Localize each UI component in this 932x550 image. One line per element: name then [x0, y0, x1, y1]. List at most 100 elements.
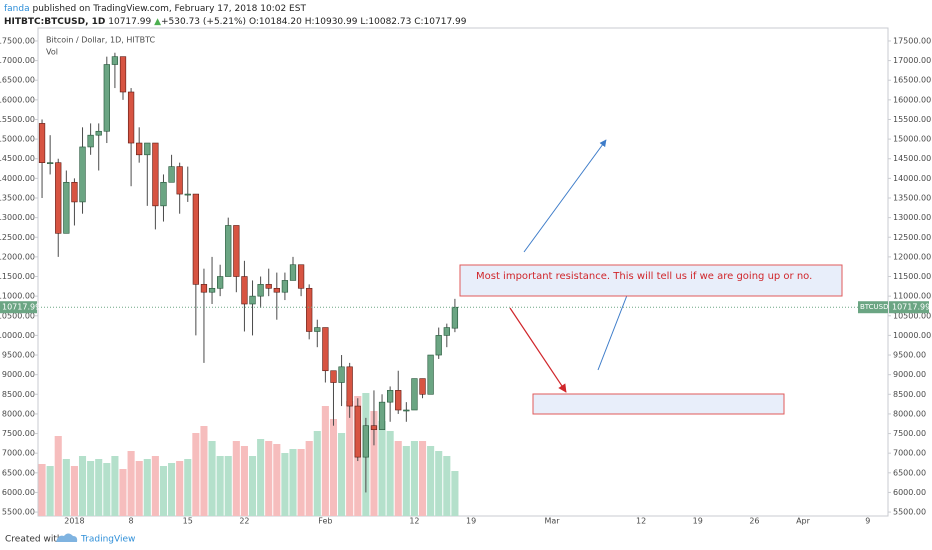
candle-body: [233, 225, 240, 277]
y-tick-label: 13000.00: [893, 213, 931, 222]
symbol-tag: BTCUSD: [860, 303, 889, 311]
candle-body: [192, 193, 199, 285]
arrow-up: [597, 284, 632, 371]
y-tick-label: 15500.00: [893, 115, 931, 124]
candle-body: [184, 193, 191, 196]
candle-body: [87, 134, 94, 148]
volume-bar: [281, 453, 289, 516]
candle-body: [111, 56, 119, 65]
y-tick-label: 14000.00: [0, 174, 35, 183]
volume-bar: [418, 441, 427, 516]
volume-bar: [248, 456, 257, 516]
y-tick-label: 6500.00: [893, 468, 926, 477]
volume-bar: [435, 451, 443, 516]
candle-body: [176, 166, 183, 195]
y-tick-label: 5500.00: [893, 508, 926, 517]
y-tick-label: 8000.00: [2, 409, 35, 418]
volume-bar: [265, 441, 273, 516]
volume-bar: [151, 456, 159, 516]
volume-bar: [297, 449, 305, 516]
y-tick-label: 15000.00: [893, 135, 931, 144]
candle-body: [306, 287, 313, 332]
candle-body: [127, 91, 135, 144]
volume-bar: [273, 444, 281, 516]
x-tick-label: 19: [466, 517, 476, 526]
y-tick-label: 5500.00: [2, 508, 35, 517]
volume-bar: [208, 441, 216, 516]
volume-bar: [62, 459, 70, 516]
volume-bar: [386, 431, 394, 516]
symbol-line: HITBTC:BTCUSD, 1D 10717.99 ▲+530.73 (+5.…: [4, 17, 467, 27]
candle-body: [265, 284, 272, 289]
arrow-down: [509, 307, 567, 393]
candle-body: [217, 276, 224, 289]
volume-bar: [184, 459, 192, 516]
volume-bar: [70, 466, 78, 516]
price-tag: 10717.99: [2, 303, 40, 312]
candle-body: [144, 142, 151, 156]
volume-bar: [402, 446, 410, 516]
x-tick-label: Mar: [545, 517, 561, 526]
x-tick-label: 12: [636, 517, 646, 526]
candle-body: [297, 264, 305, 289]
volume-bar: [321, 406, 329, 516]
x-tick-label: Apr: [796, 517, 811, 526]
volume-bar: [378, 421, 386, 516]
candle-body: [443, 327, 450, 336]
x-tick-label: 12: [409, 517, 419, 526]
price-tag-box: [889, 301, 929, 314]
y-tick-label: 11500.00: [0, 272, 35, 281]
candle-body: [451, 306, 459, 329]
candle-body: [387, 390, 394, 403]
candle-body: [208, 287, 216, 293]
volume-bar: [257, 439, 265, 516]
candle-body: [435, 335, 442, 356]
volume-bar: [305, 441, 313, 516]
candle-body: [403, 409, 410, 412]
y-tick-label: 14000.00: [893, 174, 931, 183]
y-tick-label: 12000.00: [893, 252, 931, 261]
price-tag-box: [0, 301, 37, 314]
x-tick-label: 9: [865, 517, 870, 526]
volume-bar: [427, 446, 435, 516]
candle-body: [314, 327, 321, 332]
volume-bar: [95, 459, 103, 516]
published: published on TradingView.com, February 1…: [33, 4, 307, 14]
x-tick-label: 2018: [64, 517, 84, 526]
volume-bar: [370, 411, 378, 516]
y-tick-label: 12000.00: [0, 252, 35, 261]
volume-bar: [38, 464, 46, 516]
y-tick-label: 16000.00: [893, 95, 931, 104]
candle-body: [346, 366, 353, 407]
high: H:10930.99: [305, 17, 358, 27]
y-tick-label: 9500.00: [893, 351, 926, 360]
candle-body: [63, 181, 70, 234]
footer-brand: TradingView: [80, 535, 135, 545]
y-tick-label: 7500.00: [2, 429, 35, 438]
volume-bar: [410, 441, 418, 516]
y-tick-label: 9500.00: [2, 351, 35, 360]
footer-created: Created with: [5, 535, 63, 545]
y-tick-label: 11000.00: [893, 292, 931, 301]
y-tick-label: 13500.00: [893, 193, 931, 202]
candle-body: [330, 370, 337, 383]
low: L:10082.73: [360, 17, 411, 27]
candle-body: [281, 280, 289, 293]
candle-body: [119, 56, 127, 93]
candle-body: [354, 405, 361, 458]
volume-bar: [176, 461, 184, 516]
y-tick-label: 17500.00: [893, 36, 931, 45]
annotation: Most important resistance. This will tel…: [476, 271, 812, 282]
volume-bar: [200, 426, 208, 516]
candle-body: [79, 146, 86, 203]
volume-bar: [46, 466, 54, 516]
candle-body: [103, 64, 110, 132]
y-tick-label: 14500.00: [0, 154, 35, 163]
change: +530.73 (+5.21%): [161, 17, 246, 27]
volume-bar: [192, 433, 200, 516]
volume-bar: [313, 431, 321, 516]
volume-label: Vol: [46, 48, 58, 57]
y-tick-label: 10000.00: [0, 331, 35, 340]
y-tick-label: 13000.00: [0, 213, 35, 222]
open: O:10184.20: [249, 17, 302, 27]
